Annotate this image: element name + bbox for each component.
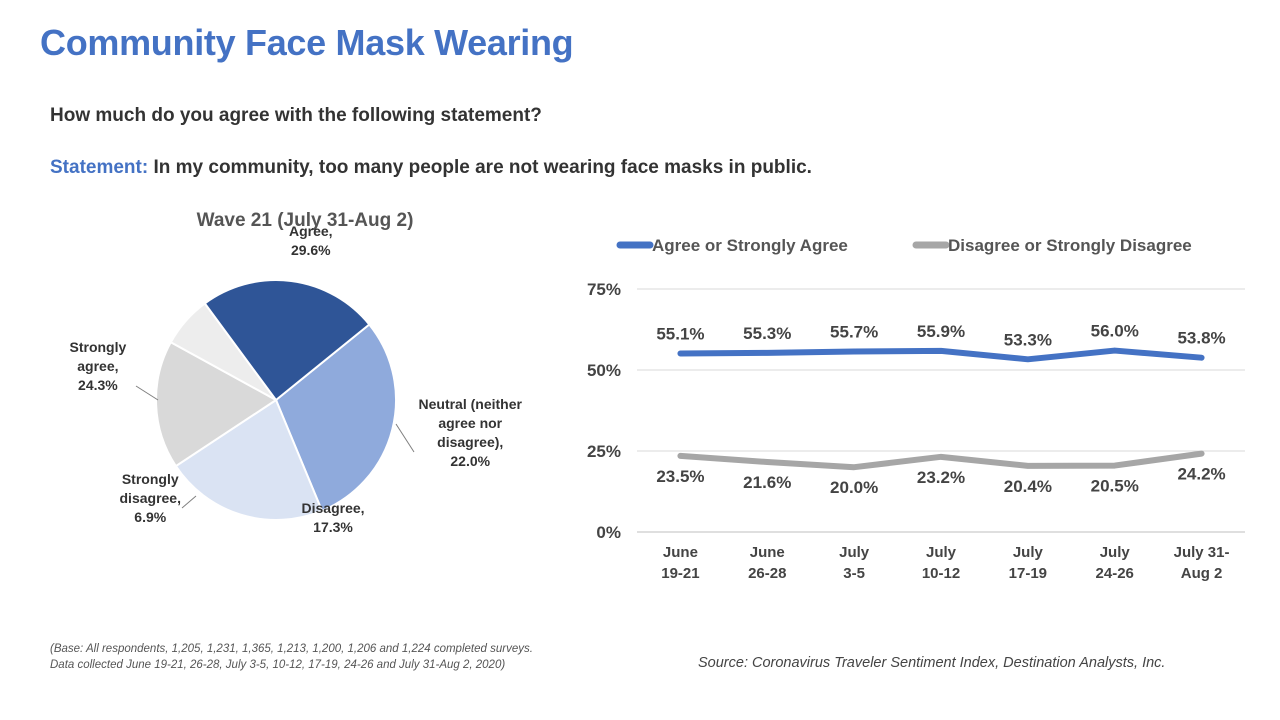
x-tick-label: July bbox=[839, 544, 870, 561]
pie-label-line: Disagree, bbox=[301, 500, 365, 516]
pie-label-line: agree nor bbox=[438, 415, 503, 431]
series-line-agree-or-strongly-agree bbox=[677, 347, 1205, 363]
page-title: Community Face Mask Wearing bbox=[40, 22, 574, 63]
pie-slice-agree bbox=[274, 323, 397, 513]
pie-label: Strongly disagree, 6.9% bbox=[120, 470, 181, 527]
pie-label-line: 6.9% bbox=[134, 508, 167, 525]
data-label: 20.4% bbox=[1004, 477, 1052, 496]
pie-label-line: Strongly bbox=[121, 470, 179, 487]
data-label: 23.2% bbox=[917, 468, 965, 487]
pie-label-line: agree, bbox=[77, 357, 119, 374]
pie-label-line: disagree), bbox=[437, 434, 504, 450]
legend-label: Disagree or Strongly Disagree bbox=[948, 236, 1192, 255]
pie-leader-line bbox=[135, 385, 159, 401]
pie-leader-line bbox=[395, 423, 415, 453]
data-label: 53.8% bbox=[1177, 329, 1225, 348]
y-tick-label: 50% bbox=[587, 361, 621, 380]
pie-slice-neutral-neither-agree-nor bbox=[174, 398, 324, 521]
series-line-disagree-or-strongly-disagree bbox=[677, 450, 1205, 471]
pie-label-line: 29.6% bbox=[290, 242, 331, 258]
x-tick-label: 10-12 bbox=[922, 565, 960, 582]
x-tick-label: Aug 2 bbox=[1181, 565, 1223, 582]
data-label: 55.3% bbox=[743, 324, 791, 343]
pie-label: Agree, 29.6% bbox=[289, 222, 333, 260]
pie-label-line: 17.3% bbox=[313, 519, 353, 535]
footnote-line-2: Data collected June 19-21, 26-28, July 3… bbox=[50, 659, 506, 671]
pie-leader-line bbox=[181, 495, 197, 509]
x-tick-label: 3-5 bbox=[843, 565, 865, 582]
x-tick-label: 24-26 bbox=[1096, 565, 1134, 582]
pie-label: Strongly agree, 24.3% bbox=[70, 338, 127, 395]
survey-statement: Statement: In my community, too many peo… bbox=[50, 157, 812, 179]
data-label: 55.1% bbox=[656, 324, 704, 343]
pie-label-line: 24.3% bbox=[78, 376, 118, 393]
source-note: Source: Coronavirus Traveler Sentiment I… bbox=[698, 655, 1166, 671]
survey-question: How much do you agree with the following… bbox=[50, 105, 542, 126]
legend-label: Agree or Strongly Agree bbox=[652, 236, 848, 255]
x-tick-label: 26-28 bbox=[748, 565, 786, 582]
x-tick-label: 17-19 bbox=[1009, 565, 1047, 582]
data-label: 55.9% bbox=[917, 322, 965, 341]
y-tick-label: 0% bbox=[596, 523, 621, 542]
statement-text: In my community, too many people are not… bbox=[153, 157, 812, 178]
x-tick-label: July bbox=[1013, 544, 1044, 561]
x-tick-label: June bbox=[663, 544, 698, 561]
data-label: 53.3% bbox=[1004, 330, 1052, 349]
pie-label: Disagree, 17.3% bbox=[302, 499, 365, 537]
statement-label: Statement: bbox=[50, 157, 149, 178]
y-tick-label: 75% bbox=[587, 280, 621, 299]
data-label: 56.0% bbox=[1091, 322, 1139, 341]
data-label: 21.6% bbox=[743, 473, 791, 492]
x-tick-label: June bbox=[750, 544, 785, 561]
data-label: 20.5% bbox=[1091, 477, 1139, 496]
data-label: 20.0% bbox=[830, 478, 878, 497]
line-chart: 0% 25% 50% 75% June 19-21 June 26-28 July 3-5 July… bbox=[587, 236, 1245, 582]
y-tick-label: 25% bbox=[587, 442, 621, 461]
pie-label: Neutral (neither agree nor disagree), 22.0% bbox=[419, 395, 522, 471]
pie-chart bbox=[135, 279, 415, 521]
pie-label-line: disagree, bbox=[119, 489, 181, 506]
pie-label-line: Strongly bbox=[69, 338, 127, 355]
data-label: 24.2% bbox=[1177, 465, 1225, 484]
data-label: 55.7% bbox=[830, 323, 878, 342]
pie-chart-title: Wave 21 (July 31-Aug 2) bbox=[196, 210, 414, 231]
footnote-line-1: (Base: All respondents, 1,205, 1,231, 1,… bbox=[50, 643, 533, 655]
pie-label-line: 22.0% bbox=[450, 453, 491, 469]
pie-slice-disagree bbox=[155, 340, 278, 468]
x-tick-label: 19-21 bbox=[661, 565, 699, 582]
pie-label-line: Neutral (neither bbox=[418, 396, 522, 412]
x-tick-label: July bbox=[1100, 544, 1131, 561]
pie-label-line: Agree, bbox=[289, 223, 333, 239]
data-label: 23.5% bbox=[656, 467, 704, 486]
pie-slice-strongly-agree bbox=[203, 279, 371, 402]
x-tick-label: July 31- bbox=[1174, 544, 1230, 561]
x-tick-label: July bbox=[926, 544, 957, 561]
footnote: (Base: All respondents, 1,205, 1,231, 1,… bbox=[50, 641, 533, 673]
